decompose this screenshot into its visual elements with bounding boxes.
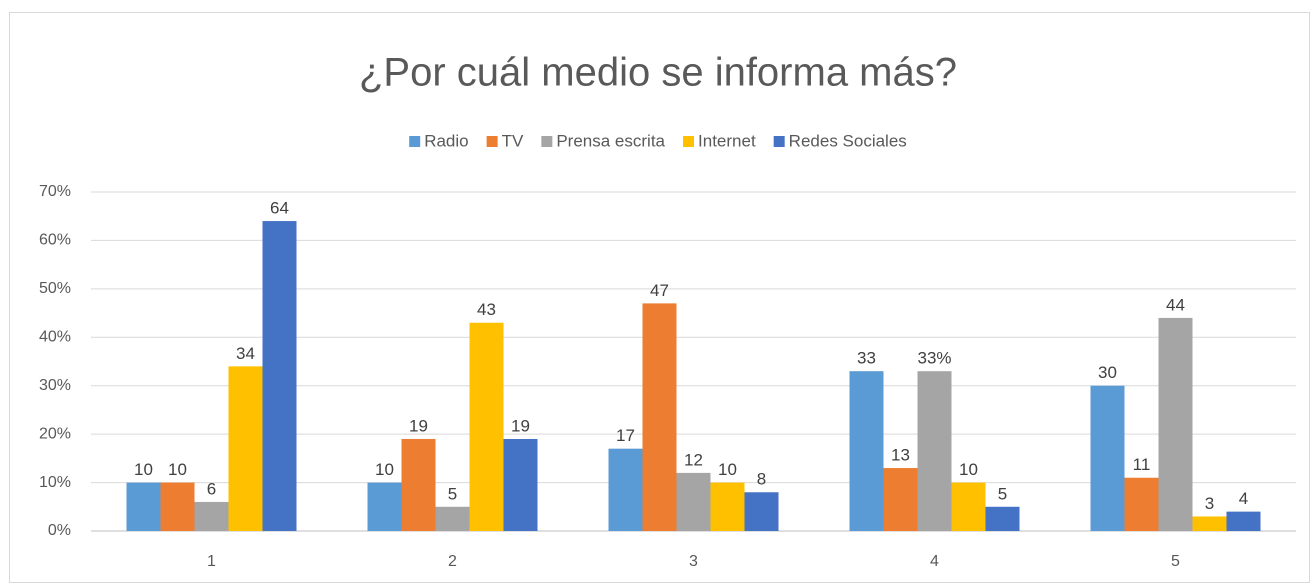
bar <box>367 482 402 531</box>
x-tick-label: 5 <box>1171 553 1180 570</box>
bar <box>1158 317 1193 531</box>
y-tick-label: 60% <box>39 232 71 249</box>
bar <box>262 221 297 532</box>
y-tick-label: 0% <box>48 522 71 539</box>
data-label: 5 <box>448 484 457 503</box>
data-label: 47 <box>650 281 669 300</box>
bar <box>160 482 195 531</box>
x-tick-label: 4 <box>930 553 939 570</box>
data-label: 10 <box>134 460 153 479</box>
bar <box>608 448 643 531</box>
legend-swatch <box>683 136 695 147</box>
legend-swatch <box>409 136 421 147</box>
bar <box>401 438 436 531</box>
data-label: 10 <box>959 460 978 479</box>
y-tick-label: 10% <box>39 474 71 491</box>
data-label: 30 <box>1098 363 1117 382</box>
bar <box>985 506 1020 531</box>
bar <box>710 482 745 531</box>
data-label: 10 <box>375 460 394 479</box>
bar <box>194 501 229 531</box>
bar <box>744 492 779 531</box>
data-label: 43 <box>477 300 496 319</box>
bar <box>642 303 677 531</box>
data-label: 64 <box>270 199 289 218</box>
data-label: 19 <box>409 416 428 435</box>
data-label: 6 <box>207 479 216 498</box>
legend-swatch <box>541 136 553 147</box>
data-label: 17 <box>616 426 635 445</box>
bar <box>469 322 504 531</box>
bar <box>435 506 470 531</box>
legend-label: Internet <box>698 131 756 150</box>
y-tick-label: 70% <box>39 183 71 200</box>
legend-label: Prensa escrita <box>556 131 665 150</box>
data-label: 44 <box>1166 295 1185 314</box>
legend-swatch <box>486 136 498 147</box>
bar <box>917 371 952 531</box>
bar <box>676 472 711 531</box>
bar <box>503 438 538 531</box>
legend-label: Radio <box>424 131 468 150</box>
bar <box>883 468 918 531</box>
x-tick-label: 1 <box>207 553 216 570</box>
bar <box>1124 477 1159 531</box>
legend-label: Redes Sociales <box>789 131 907 150</box>
data-label: 12 <box>684 450 703 469</box>
bar <box>228 366 263 531</box>
y-tick-label: 40% <box>39 329 71 346</box>
y-tick-label: 30% <box>39 377 71 394</box>
x-tick-label: 3 <box>689 553 698 570</box>
data-label: 10 <box>168 460 187 479</box>
x-tick-label: 2 <box>448 553 457 570</box>
bar <box>951 482 986 531</box>
data-label: 10 <box>718 460 737 479</box>
chart-title: ¿Por cuál medio se informa más? <box>359 51 957 95</box>
bar <box>1226 511 1261 531</box>
data-label: 3 <box>1205 494 1214 513</box>
legend-label: TV <box>502 131 524 150</box>
data-label: 33% <box>917 349 951 368</box>
bar <box>1192 516 1227 531</box>
data-label: 34 <box>236 344 255 363</box>
y-tick-label: 50% <box>39 280 71 297</box>
data-label: 4 <box>1239 489 1248 508</box>
data-label: 13 <box>891 446 910 465</box>
data-label: 19 <box>511 416 530 435</box>
legend-swatch <box>773 136 785 147</box>
bar <box>126 482 161 531</box>
data-label: 5 <box>998 484 1007 503</box>
data-label: 8 <box>757 470 766 489</box>
data-label: 11 <box>1133 455 1151 474</box>
bar <box>1090 385 1125 531</box>
data-label: 33 <box>857 349 876 368</box>
y-tick-label: 20% <box>39 425 71 442</box>
bar <box>849 371 884 531</box>
